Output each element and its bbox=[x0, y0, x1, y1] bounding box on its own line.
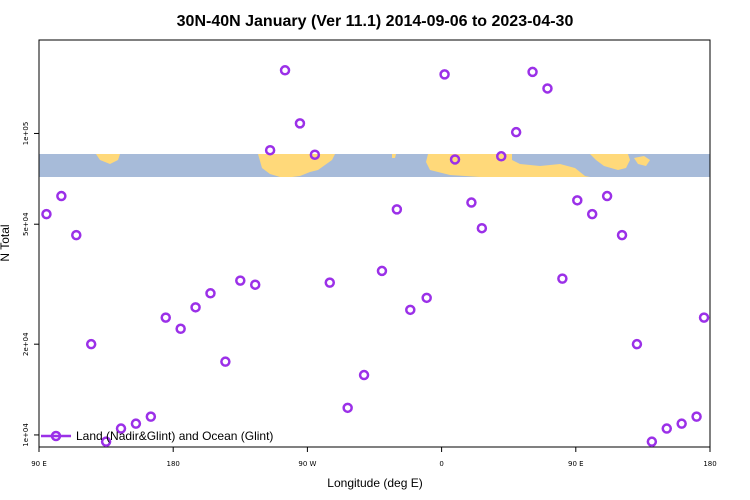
data-point bbox=[309, 149, 321, 160]
data-point bbox=[160, 312, 171, 323]
chart-title: 30N-40N January (Ver 11.1) 2014-09-06 to… bbox=[177, 13, 574, 30]
data-point bbox=[100, 436, 112, 447]
data-point bbox=[85, 338, 97, 350]
y-axis: 1e+04 2e+04 5e+04 1e+05 bbox=[22, 122, 39, 447]
data-point bbox=[342, 402, 353, 414]
data-point bbox=[279, 65, 291, 76]
x-tick-label: 90 E bbox=[31, 460, 47, 468]
data-point bbox=[175, 323, 186, 335]
x-tick-label: 90 E bbox=[568, 460, 584, 468]
y-tick-label: 5e+04 bbox=[22, 212, 30, 236]
data-point bbox=[691, 411, 702, 422]
x-tick-label: 0 bbox=[439, 460, 443, 468]
data-point bbox=[476, 222, 488, 234]
legend-marker-swatch bbox=[50, 430, 62, 442]
data-point bbox=[376, 265, 388, 277]
y-tick-label: 2e+04 bbox=[22, 332, 30, 356]
y-axis-label: N Total bbox=[0, 224, 12, 261]
data-point bbox=[115, 423, 127, 434]
data-point bbox=[71, 229, 82, 241]
data-point bbox=[358, 369, 370, 381]
data-point bbox=[646, 436, 658, 447]
data-point bbox=[294, 118, 306, 129]
data-point bbox=[572, 195, 583, 206]
x-axis: 90 E 180 90 W 0 90 E 180 bbox=[31, 447, 717, 468]
data-point bbox=[391, 204, 403, 215]
y-tick-label: 1e+05 bbox=[22, 122, 30, 146]
x-tick-label: 180 bbox=[703, 460, 716, 468]
data-point bbox=[405, 304, 416, 316]
data-point bbox=[557, 273, 568, 284]
data-point bbox=[542, 83, 553, 94]
data-point bbox=[601, 190, 613, 202]
data-point bbox=[249, 279, 261, 290]
data-point bbox=[449, 154, 461, 165]
data-point bbox=[527, 66, 538, 78]
data-point bbox=[220, 356, 231, 367]
data-point bbox=[661, 423, 673, 434]
data-point bbox=[130, 418, 142, 429]
data-point bbox=[235, 275, 246, 286]
data-point bbox=[145, 411, 157, 422]
data-point bbox=[586, 208, 598, 220]
legend: Land (Nadir&Glint) and Ocean (Glint) bbox=[41, 429, 273, 443]
data-point bbox=[264, 144, 276, 156]
data-point bbox=[324, 277, 336, 288]
plot-frame bbox=[38, 39, 711, 448]
y-tick-label: 1e+04 bbox=[22, 423, 30, 447]
data-point bbox=[439, 69, 450, 80]
data-point bbox=[56, 190, 67, 202]
map-band bbox=[39, 154, 710, 177]
data-points bbox=[41, 65, 710, 447]
data-point bbox=[616, 229, 628, 241]
x-tick-label: 90 W bbox=[298, 460, 316, 468]
data-point bbox=[41, 208, 52, 220]
data-point bbox=[466, 197, 477, 208]
data-point bbox=[676, 418, 687, 429]
data-point bbox=[421, 292, 432, 304]
data-point bbox=[205, 288, 216, 299]
data-point bbox=[495, 151, 507, 162]
data-point bbox=[698, 312, 710, 323]
legend-label: Land (Nadir&Glint) and Ocean (Glint) bbox=[76, 429, 273, 443]
x-tick-label: 180 bbox=[167, 460, 180, 468]
data-point bbox=[631, 338, 643, 350]
data-point bbox=[510, 126, 522, 138]
x-axis-label: Longitude (deg E) bbox=[327, 476, 422, 490]
data-point bbox=[190, 302, 201, 313]
